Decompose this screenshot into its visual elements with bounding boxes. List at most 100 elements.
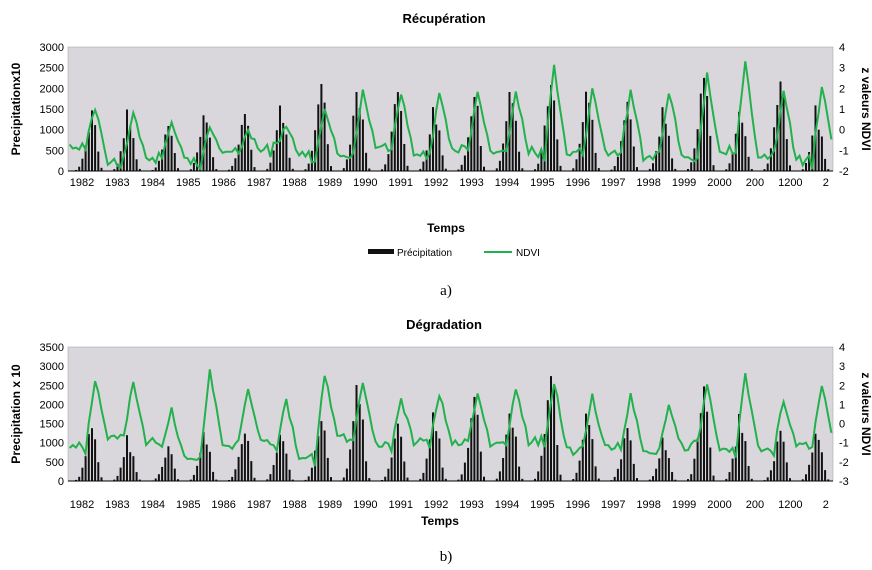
caption-b: b) [440, 549, 453, 565]
precip-bar [167, 446, 170, 481]
precip-bar [212, 157, 215, 171]
precip-bar [766, 477, 769, 481]
x-tick-label: 200 [746, 177, 764, 189]
precip-bar [288, 157, 291, 171]
precip-bar [129, 452, 132, 481]
precip-bar [521, 478, 524, 481]
precip-bar [116, 475, 119, 481]
y-tick-label: 0 [58, 476, 64, 488]
precip-bar [368, 168, 371, 171]
precip-bar [556, 139, 559, 171]
precip-bar [381, 169, 383, 171]
legend: Précipitation NDVI [368, 248, 540, 259]
x-tick-label: 2 [823, 499, 829, 511]
precip-bar [113, 169, 116, 171]
precip-bar [384, 476, 387, 481]
precip-bar [266, 479, 269, 481]
precip-bar [725, 478, 728, 481]
precip-bar [202, 432, 205, 481]
legend-bar-label: Précipitation [397, 248, 452, 259]
precip-bar [422, 472, 425, 481]
y2-tick-label: -3 [839, 476, 849, 488]
precip-bar [687, 479, 689, 481]
precip-bar [728, 163, 731, 171]
precip-bar [444, 168, 447, 171]
precip-bar [314, 130, 317, 171]
precip-bar [652, 476, 654, 481]
precip-bar [361, 419, 364, 481]
precip-bar [212, 471, 215, 481]
precip-bar [157, 160, 160, 171]
precip-bar [632, 146, 635, 171]
precip-bar [597, 478, 600, 481]
y2-tick-label: 4 [839, 42, 845, 54]
precip-bar [540, 455, 543, 481]
precip-bar [667, 458, 670, 481]
precip-bar [400, 436, 403, 481]
x-tick-label: 1999 [672, 499, 696, 511]
precip-bar [620, 459, 623, 481]
x-tick-label: 1982 [70, 177, 94, 189]
precip-bar [119, 467, 122, 481]
plot-area [67, 46, 834, 172]
x-tick-label: 1998 [636, 499, 660, 511]
precip-bar [744, 136, 747, 171]
precip-bar [782, 441, 785, 481]
precip-bar [805, 163, 807, 171]
precip-bar [355, 385, 358, 481]
precip-bar [585, 413, 587, 481]
precip-bar [782, 94, 785, 171]
precip-bar [463, 155, 466, 171]
precip-bar [709, 135, 712, 171]
precip-bar [479, 451, 482, 481]
precip-bar [636, 167, 638, 171]
precip-bar [250, 461, 253, 481]
precip-bar [215, 479, 218, 481]
precip-bar [776, 441, 779, 481]
precip-bar [432, 412, 434, 481]
precip-bar [703, 386, 705, 481]
precip-bar [769, 470, 772, 481]
x-tick-label: 1990 [353, 499, 377, 511]
precip-bar [342, 168, 345, 171]
precip-bar [559, 165, 562, 171]
precip-bar [237, 456, 240, 481]
precip-bar [368, 478, 371, 481]
precip-bar [84, 456, 87, 481]
precip-bar [202, 115, 205, 171]
y2-tick-label: -1 [839, 438, 849, 450]
precip-bar [572, 168, 575, 171]
precip-bar [514, 120, 517, 171]
ndvi-line [68, 369, 833, 467]
precip-bar [789, 165, 791, 171]
precip-bar [173, 153, 176, 171]
y-tick-label: 3000 [40, 42, 64, 54]
precip-bar [648, 479, 651, 481]
y-tick-label: 3000 [40, 361, 64, 373]
precip-bar [610, 169, 613, 171]
x-axis-label: Temps [421, 514, 459, 528]
precip-bar [588, 425, 591, 481]
precip-bar [435, 431, 438, 481]
precip-bar [78, 166, 81, 171]
precip-bar [789, 478, 791, 481]
precip-bar [699, 413, 702, 481]
precip-bar [275, 452, 278, 481]
precip-bar [703, 77, 705, 171]
y-axis-label: Precipitationx10 [9, 62, 23, 155]
precip-bar [747, 466, 750, 481]
x-tick-label: 1984 [141, 177, 165, 189]
x-tick-label: 1985 [176, 177, 200, 189]
precip-bar [473, 97, 476, 171]
precip-bar [690, 162, 693, 171]
x-tick-label: 2000 [707, 177, 731, 189]
precip-bar [734, 446, 737, 481]
precip-bar [228, 169, 230, 171]
x-tick-label: 1995 [530, 499, 554, 511]
precip-bar [553, 386, 556, 481]
precip-bar [441, 155, 444, 171]
precip-bar [747, 156, 750, 171]
precip-bar [479, 146, 482, 171]
y2-axis-label: z valeurs NDVI [859, 372, 872, 455]
precip-bar [779, 430, 782, 481]
